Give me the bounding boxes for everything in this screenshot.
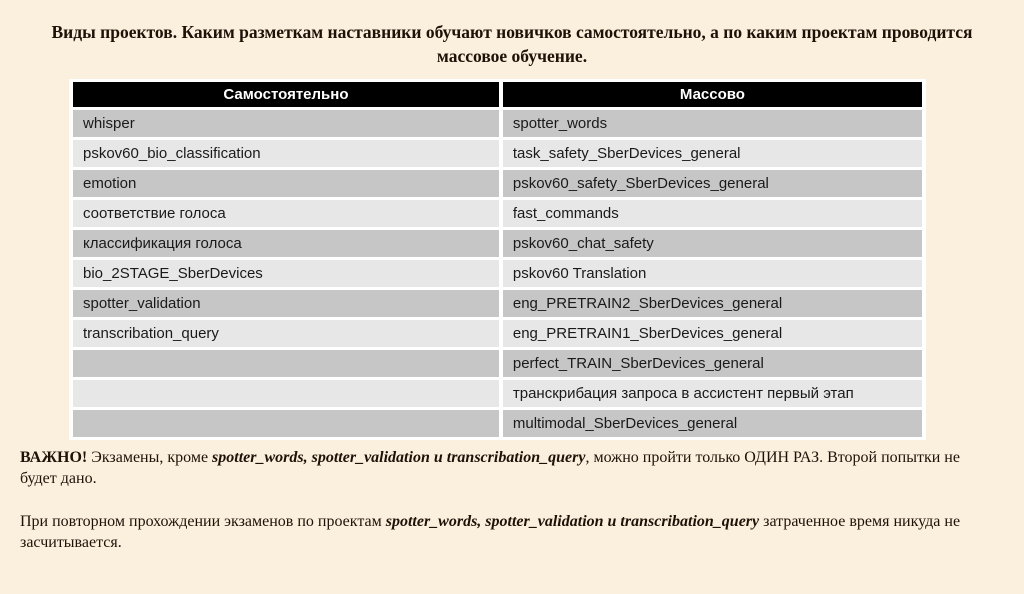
cell-mass: perfect_TRAIN_SberDevices_general	[502, 350, 922, 378]
table-row: транскрибация запроса в ассистент первый…	[73, 380, 922, 408]
table-row: pskov60_bio_classification task_safety_Sb…	[73, 140, 922, 168]
cell-self: bio_2STAGE_SberDevices	[73, 260, 499, 288]
retake-note: При повторном прохождении экзаменов по п…	[20, 511, 995, 553]
slide-title: Виды проектов. Каким разметкам наставник…	[51, 22, 973, 67]
table-row: spotter_validation eng_PRETRAIN2_SberDevi…	[73, 290, 922, 318]
important-text-post: , можно пройти только ОДИН РАЗ. Второй п…	[20, 449, 960, 488]
table-row: multimodal_SberDevices_general	[73, 410, 922, 438]
cell-mass: eng_PRETRAIN2_SberDevices_general	[502, 290, 922, 318]
cell-self: pskov60_bio_classification	[73, 140, 499, 168]
projects-table: Самостоятельно Массово whisper spotter_wo…	[69, 79, 926, 441]
cell-mass: транскрибация запроса в ассистент первый…	[502, 380, 922, 408]
retake-text-pre: При повторном прохождении экзаменов по п…	[20, 513, 386, 531]
cell-self: emotion	[73, 170, 499, 198]
cell-mass: pskov60_safety_SberDevices_general	[502, 170, 922, 198]
cell-mass: multimodal_SberDevices_general	[502, 410, 922, 438]
table-header-row: Самостоятельно Массово	[73, 82, 922, 108]
table-row: perfect_TRAIN_SberDevices_general	[73, 350, 922, 378]
important-note: ВАЖНО! Экзамены, кроме spotter_words, sp…	[20, 447, 995, 489]
table-row: emotion pskov60_safety_SberDevices_genera…	[73, 170, 922, 198]
column-header-self: Самостоятельно	[73, 82, 499, 108]
cell-mass: pskov60_chat_safety	[502, 230, 922, 258]
important-text-pre: Экзамены, кроме	[87, 449, 213, 467]
cell-self: классификация голоса	[73, 230, 499, 258]
table-row: bio_2STAGE_SberDevices pskov60 Translatio…	[73, 260, 922, 288]
cell-self: соответствие голоса	[73, 200, 499, 228]
cell-self: transcribation_query	[73, 320, 499, 348]
retake-text-post: затраченное время никуда не засчитываетс…	[20, 513, 961, 552]
cell-self: spotter_validation	[73, 290, 499, 318]
retake-project-names: spotter_words, spotter_validation и tran…	[385, 513, 760, 531]
cell-mass: task_safety_SberDevices_general	[502, 140, 922, 168]
cell-self: whisper	[73, 110, 499, 138]
table-row: transcribation_query eng_PRETRAIN1_SberDe…	[73, 320, 922, 348]
cell-mass: pskov60 Translation	[502, 260, 922, 288]
table-row: соответствие голоса fast_commands	[73, 200, 922, 228]
cell-mass: eng_PRETRAIN1_SberDevices_general	[502, 320, 922, 348]
important-project-names: spotter_words, spotter_validation и tran…	[212, 449, 586, 467]
cell-self	[73, 380, 499, 408]
cell-mass: fast_commands	[502, 200, 922, 228]
important-label: ВАЖНО!	[20, 449, 88, 467]
cell-mass: spotter_words	[502, 110, 922, 138]
table-row: whisper spotter_words	[73, 110, 922, 138]
cell-self	[73, 350, 499, 378]
column-header-mass: Массово	[502, 82, 922, 108]
cell-self	[73, 410, 499, 438]
notes-section: ВАЖНО! Экзамены, кроме spotter_words, sp…	[20, 447, 995, 553]
table-row: классификация голоса pskov60_chat_safety	[73, 230, 922, 258]
